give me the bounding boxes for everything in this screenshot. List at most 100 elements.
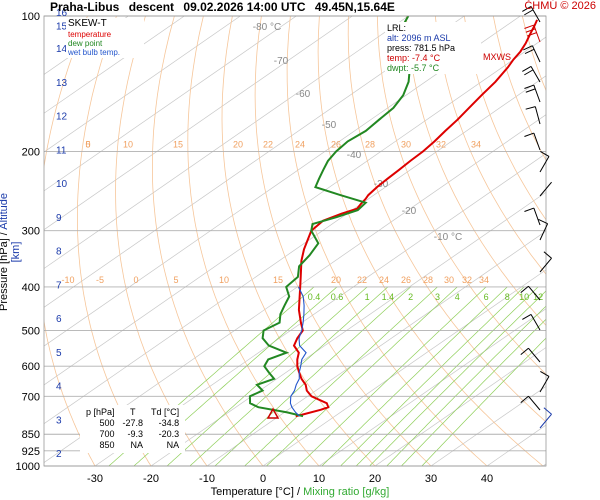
pressure-tick-label: 600	[22, 361, 40, 373]
wind-barb-staff	[539, 156, 550, 173]
table-cell: -27.8	[122, 418, 144, 428]
dry-adiabat-line	[551, 16, 600, 466]
mixing-ratio-label: 0.4	[308, 292, 321, 302]
wind-barb-feather	[540, 370, 550, 377]
lrl-info: LRL: alt: 2096 m ASL press: 781.5 hPa te…	[385, 22, 481, 74]
wind-barb-staff	[531, 45, 541, 63]
altitude-tick-label: 3	[56, 415, 62, 426]
altitude-tick-label: 11	[56, 145, 67, 156]
wind-barb	[539, 251, 552, 273]
table-cell: -20.3	[158, 429, 180, 439]
table-header-p: p [hPa]	[86, 407, 115, 417]
plot-area	[44, 16, 546, 466]
pressure-tick-label: 700	[22, 391, 40, 403]
dry-adiabat-label: 5	[85, 139, 90, 149]
wind-barb	[522, 65, 541, 83]
altitude-tick-label: 9	[56, 213, 62, 224]
wind-barb-staff	[539, 223, 549, 241]
isotherm-line	[262, 269, 546, 466]
dry-adiabat-label: 20	[233, 139, 243, 149]
dry-adiabat-label: 28	[423, 275, 433, 285]
wind-barb-staff	[539, 181, 552, 197]
table-row: 850 NA NA	[82, 440, 183, 451]
x-tick-label: -30	[87, 473, 103, 485]
pressure-tick-label: 500	[22, 326, 40, 338]
wind-barb-feather	[522, 65, 532, 72]
x-tick-label: 0	[260, 473, 266, 485]
altitude-tick-label: 7	[56, 280, 62, 291]
altitude-tick-label: 10	[56, 179, 68, 190]
dry-adiabat-label: 30	[401, 139, 411, 149]
mixing-ratio-label: 1	[365, 292, 370, 302]
isotherm-line	[542, 463, 546, 466]
datetime: 09.02.2026 14:00 UTC	[183, 0, 306, 14]
wind-barb-staff	[539, 257, 552, 273]
mixing-ratio-label: 1.4	[382, 292, 395, 302]
wind-barb	[524, 84, 541, 103]
table-row: 700 -9.3 -20.3	[82, 429, 183, 440]
table-cell: 500	[99, 418, 115, 428]
lrl-temp: temp: -7.4 °C	[387, 53, 441, 63]
isotherm-label: -10 °C	[434, 232, 462, 243]
wind-barb-staff	[530, 314, 541, 331]
altitude-tick-label: 6	[56, 314, 62, 325]
isotherm-line	[44, 16, 409, 269]
legend: SKEW-T temperature dew point wet bulb te…	[66, 18, 144, 58]
wind-barb-feather	[520, 395, 529, 404]
lrl-alt: alt: 2096 m ASL	[387, 33, 451, 43]
dry-adiabat-label: 24	[295, 139, 305, 149]
altitude-tick-label: 4	[56, 382, 62, 393]
table-cell: 700	[99, 429, 115, 439]
wind-barb-staff	[530, 6, 541, 23]
dry-adiabat-label: 26	[401, 275, 411, 285]
dry-adiabat-label: 5	[173, 275, 178, 285]
y-axis-label-pressure: Pressure [hPa]	[0, 238, 10, 312]
wind-barb-feather	[540, 150, 550, 157]
table-cell: NA	[166, 440, 180, 450]
wind-barb-feather	[523, 45, 533, 51]
dry-adiabat-label: 0	[85, 139, 90, 149]
x-tick-label: 20	[369, 473, 381, 485]
isotherm-label: -40	[347, 150, 362, 161]
dry-adiabat-label: 30	[444, 275, 454, 285]
station-name: Praha-Libus	[50, 0, 120, 14]
mixing-ratio-label: 4	[455, 292, 460, 302]
wind-barb-feather	[524, 9, 534, 16]
isotherm-label: -80 °C	[253, 22, 281, 33]
location: 49.45N,15.64E	[314, 0, 395, 14]
wind-barb-feather	[524, 69, 534, 76]
wind-barb	[538, 219, 549, 241]
isotherm-label: -60	[296, 89, 311, 100]
wind-barb-staff	[539, 413, 552, 429]
x-axis-label: Temperature [°C] / Mixing ratio [g/kg]	[0, 486, 600, 498]
dry-adiabat-label: 34	[471, 139, 481, 149]
wind-barb-staff	[528, 285, 541, 301]
isotherm-line	[44, 114, 546, 463]
series-dewpoint	[248, 16, 412, 418]
wind-barb	[524, 24, 541, 43]
table-row: 500 -27.8 -34.8	[82, 418, 183, 429]
x-axis-label-sep: /	[293, 486, 304, 498]
legend-title: SKEW-T	[68, 18, 107, 29]
isotherm-line	[44, 16, 465, 308]
altitude-tick-label: 12	[56, 112, 68, 123]
lrl-title: LRL:	[387, 23, 407, 33]
wind-barb-feather	[524, 24, 535, 29]
mxws-label: MXWS	[483, 52, 511, 62]
dry-adiabat-label: -5	[96, 275, 104, 285]
wind-barb-staff	[533, 24, 541, 43]
isotherm-label: -50	[322, 120, 337, 131]
mixing-ratio-label: 0.6	[331, 292, 344, 302]
x-tick-label: 10	[313, 473, 325, 485]
wind-barb-staff	[539, 376, 550, 393]
isotherm-line	[44, 16, 185, 114]
table-header-t: T	[130, 407, 136, 417]
wind-barb-feather	[525, 88, 536, 93]
table-cell: 850	[99, 440, 115, 450]
altitude-tick-label: 14	[56, 44, 68, 55]
wind-barb	[524, 207, 541, 226]
lrl-marker	[266, 407, 280, 419]
wind-barb-feather	[522, 5, 532, 12]
x-axis-label-temp: Temperature [°C]	[210, 486, 294, 498]
